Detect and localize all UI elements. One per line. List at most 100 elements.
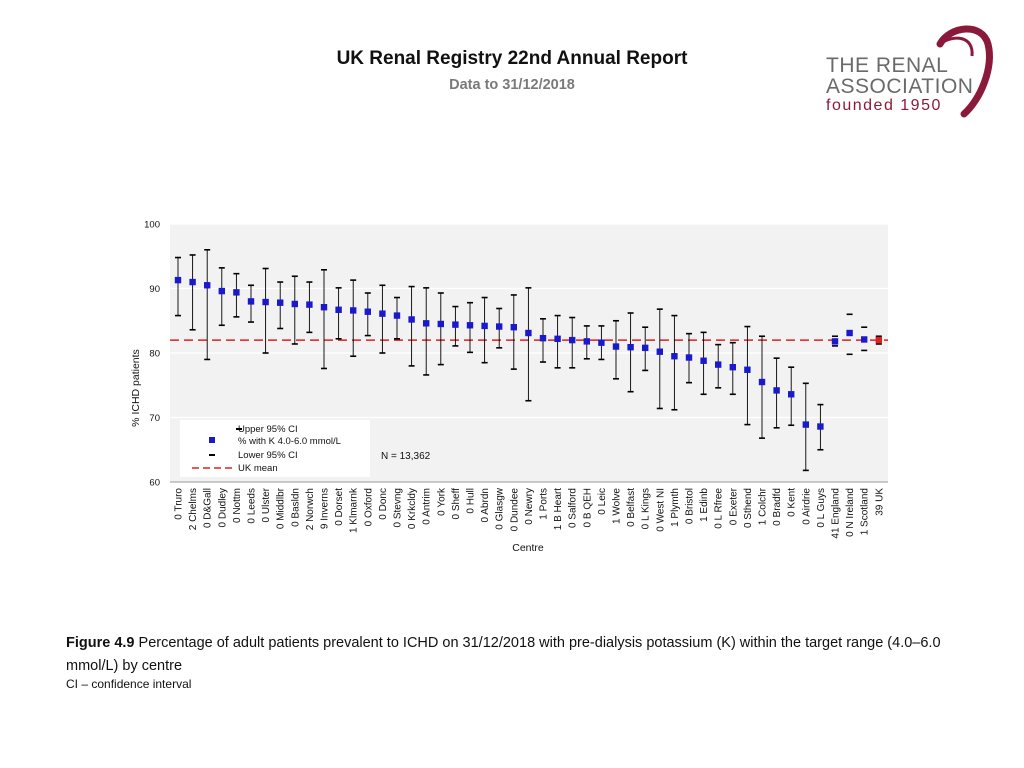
- x-tick-label: 0 Oxford: [363, 488, 374, 526]
- x-tick-label: 9 Inverns: [320, 488, 331, 529]
- x-tick-label: 0 Ulster: [261, 487, 272, 522]
- x-tick-label: 1 Edinb: [699, 488, 710, 522]
- data-point: [466, 322, 474, 329]
- x-tick-label: 0 Antrim: [422, 488, 433, 525]
- x-tick-label: 0 B QEH: [582, 488, 593, 527]
- data-point: [700, 357, 707, 364]
- x-tick-label: 0 Newry: [524, 488, 535, 525]
- data-point: [875, 336, 882, 344]
- data-point: [277, 299, 284, 306]
- y-axis-ticks: 60 70 80 90 100: [144, 220, 160, 489]
- data-point: [554, 335, 561, 343]
- x-tick-label: 0 Exeter: [728, 487, 739, 525]
- x-tick-label: 0 L Rfree: [714, 488, 725, 529]
- x-tick-label: 0 Donc: [378, 488, 389, 520]
- y-tick-label: 100: [144, 220, 160, 231]
- data-point: [744, 366, 751, 373]
- data-point: [335, 306, 342, 313]
- data-point: [861, 336, 868, 343]
- x-tick-label: 0 York: [436, 487, 447, 516]
- data-point: [233, 289, 240, 296]
- data-point: [846, 329, 853, 337]
- x-tick-label: 0 Abrdn: [480, 488, 491, 522]
- data-point: [612, 343, 620, 350]
- x-axis-tick-labels: 0 Truro 2 Chelms 0 D&Gall 0 Dudley 0 Nottm 0 …: [174, 487, 886, 539]
- x-tick-label: 0 West NI: [655, 488, 666, 532]
- gridlines: [170, 223, 888, 419]
- data-point: [817, 423, 824, 430]
- data-point: [569, 336, 576, 344]
- report-subtitle: Data to 31/12/2018: [449, 77, 575, 93]
- x-tick-label: 0 Hull: [466, 488, 477, 514]
- legend-point-marker: [209, 437, 215, 443]
- confidence-intervals: [175, 248, 882, 472]
- data-point: [364, 308, 371, 315]
- data-point: [729, 363, 736, 371]
- x-tick-label: 0 Dudley: [217, 488, 228, 527]
- data-point: [496, 323, 503, 330]
- x-tick-label: 0 Sthend: [743, 488, 754, 528]
- data-point: [685, 354, 693, 361]
- x-tick-label: 0 Truro: [174, 488, 185, 520]
- x-tick-label: 0 Krkcldy: [407, 488, 418, 529]
- data-point: [218, 287, 225, 295]
- data-point: [773, 387, 780, 394]
- data-point: [174, 276, 182, 284]
- x-tick-label: 0 Stevng: [393, 488, 404, 527]
- x-tick-label: 0 Bradfd: [772, 488, 783, 526]
- data-point: [393, 312, 401, 319]
- data-point: [715, 361, 722, 368]
- x-axis-label: Centre: [512, 542, 544, 554]
- data-point: [452, 321, 459, 328]
- x-tick-label: 1 B Heart: [553, 488, 564, 530]
- caption-note: CI – confidence interval: [66, 677, 192, 691]
- data-point: [598, 339, 605, 346]
- x-tick-label: 0 Belfast: [626, 488, 637, 527]
- x-tick-label: 0 L Guys: [816, 488, 827, 528]
- logo-text-line2: ASSOCIATION: [826, 75, 974, 98]
- x-tick-label: 41 England: [831, 488, 842, 539]
- report-title: UK Renal Registry 22nd Annual Report: [336, 48, 688, 69]
- y-tick-label: 80: [149, 349, 160, 360]
- legend-mean-label: UK mean: [238, 463, 278, 474]
- x-tick-label: 0 Leeds: [247, 488, 258, 524]
- data-point: [306, 301, 313, 308]
- data-point: [350, 307, 357, 314]
- x-tick-label: 0 Salford: [568, 488, 579, 528]
- data-point: [408, 316, 415, 323]
- data-point: [788, 391, 795, 398]
- legend-upper-label: Upper 95% CI: [238, 424, 298, 435]
- data-point: [291, 300, 298, 308]
- data-point: [204, 282, 211, 289]
- logo-text-line1: THE RENAL: [826, 54, 949, 77]
- logo-text-founded: founded 1950: [826, 97, 942, 114]
- data-point: [525, 329, 532, 337]
- x-tick-label: 1 Ports: [539, 488, 550, 520]
- x-tick-label: 39 UK: [874, 488, 885, 516]
- data-point: [247, 298, 255, 305]
- data-point: [262, 298, 269, 306]
- data-point: [320, 304, 328, 311]
- logo-swoosh-icon: [936, 25, 993, 118]
- x-tick-label: 0 Dundee: [509, 488, 520, 532]
- x-tick-label: 0 Nottm: [232, 488, 243, 523]
- x-tick-label: 2 Norwch: [305, 488, 316, 530]
- x-tick-label: 1 Scotland: [860, 488, 871, 535]
- x-tick-label: 2 Chelms: [188, 488, 199, 530]
- legend-point-label: % with K 4.0-6.0 mmol/L: [238, 436, 341, 447]
- y-tick-label: 70: [149, 413, 160, 424]
- data-point: [642, 344, 649, 352]
- potassium-target-chart: 60 70 80 90 100 0 Truro 2 Chelms 0 D&Gall 0 Dud…: [130, 220, 888, 554]
- x-tick-label: 0 N Ireland: [845, 488, 856, 537]
- x-tick-label: 0 D&Gall: [203, 488, 214, 528]
- data-point: [671, 353, 678, 360]
- sample-size-label: N = 13,362: [381, 451, 431, 462]
- data-point: [379, 310, 386, 317]
- data-points: [174, 276, 882, 430]
- data-point: [758, 378, 766, 386]
- x-tick-label: 0 Airdrie: [801, 488, 812, 525]
- y-axis-label: % ICHD patients: [130, 349, 142, 427]
- data-point: [539, 334, 547, 342]
- renal-association-logo: THE RENAL ASSOCIATION founded 1950: [822, 22, 1002, 122]
- x-tick-label: 0 Basldn: [290, 488, 301, 527]
